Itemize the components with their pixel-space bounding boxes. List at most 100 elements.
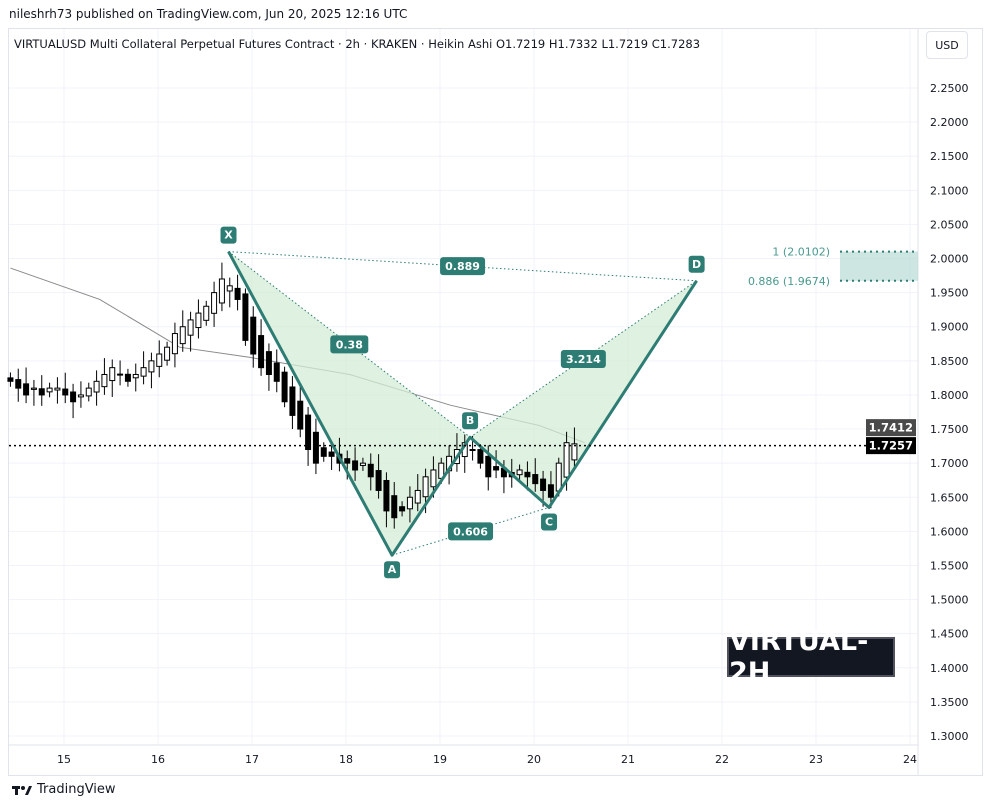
x-tick-label: 19 [433, 753, 447, 766]
y-tick-label: 1.3000 [930, 730, 969, 743]
candle-body [124, 373, 131, 382]
candle-body [516, 469, 523, 476]
y-tick-label: 1.4500 [930, 628, 969, 641]
point-badge-C [541, 513, 558, 531]
candle-body [101, 373, 108, 388]
y-tick-label: 2.0500 [930, 218, 969, 231]
candle-body [250, 316, 257, 355]
candle-body [258, 335, 265, 369]
candle-body [23, 383, 30, 396]
pattern-xabcd-line [227, 250, 698, 557]
tradingview-icon [12, 785, 32, 795]
candle-body [297, 400, 304, 430]
y-tick-label: 1.5000 [930, 594, 969, 607]
y-tick-label: 1.7500 [930, 423, 969, 436]
candle-body [140, 367, 147, 377]
candle-body [422, 476, 429, 498]
candle-body [171, 333, 178, 355]
watermark-label: VIRTUAL-2H [727, 626, 895, 688]
candle-body [289, 386, 296, 416]
publisher-info: nileshrh73 published on TradingView.com,… [9, 7, 408, 21]
point-label: A [388, 563, 397, 576]
candle-body [218, 278, 225, 304]
candle-body [367, 463, 374, 478]
x-tick-label: 24 [903, 753, 917, 766]
pattern-triangle-xab [228, 251, 471, 556]
candle-body [273, 362, 280, 382]
candle-body [226, 285, 233, 292]
x-tick-label: 18 [339, 753, 353, 766]
candle-body [383, 479, 390, 512]
ratio-label: 3.214 [566, 353, 601, 366]
candle-body [234, 287, 241, 300]
candle-body [312, 431, 319, 464]
candle-body [46, 387, 53, 393]
candle-body [547, 484, 554, 498]
x-tick-label: 22 [715, 753, 729, 766]
tradingview-logo[interactable]: TradingView [12, 782, 116, 797]
x-tick-label: 17 [245, 753, 259, 766]
candle-body [70, 391, 77, 403]
candle-body [430, 469, 437, 488]
currency-button[interactable]: USD [926, 31, 968, 59]
y-tick-label: 1.8000 [930, 389, 969, 402]
candle-body [399, 506, 406, 512]
y-tick-label: 1.5500 [930, 559, 969, 572]
ratio-label: 0.38 [336, 338, 363, 351]
candle-body [54, 387, 61, 391]
ratio-label: 0.606 [453, 525, 488, 538]
x-tick-label: 23 [809, 753, 823, 766]
candle-body [305, 414, 312, 451]
y-tick-label: 1.6000 [930, 525, 969, 538]
x-tick-label: 20 [527, 753, 541, 766]
x-tick-label: 15 [57, 753, 71, 766]
ratio-badge [560, 349, 606, 368]
y-tick-label: 2.0000 [930, 253, 969, 266]
point-badge-D [688, 255, 705, 273]
candle-body [469, 449, 476, 452]
prz-zone [840, 251, 918, 281]
logo-text: TradingView [37, 782, 116, 797]
symbol-legend: VIRTUALUSD Multi Collateral Perpetual Fu… [14, 37, 701, 51]
candle-body [485, 455, 492, 478]
candle-body [203, 305, 210, 321]
candle-body [555, 462, 562, 492]
candle-body [359, 462, 366, 466]
candle-body [540, 478, 547, 491]
candle-body [571, 443, 578, 461]
candle-body [156, 353, 163, 367]
candle-body [211, 292, 218, 314]
point-label: D [692, 258, 701, 271]
chart-frame [8, 28, 983, 776]
candle-body [352, 460, 359, 471]
candle-body [524, 471, 531, 478]
candle-body [344, 458, 351, 464]
candle-body [375, 470, 382, 491]
price-tag-label: 1.7257 [869, 439, 913, 453]
point-label: C [545, 515, 553, 528]
y-tick-label: 2.2500 [930, 82, 969, 95]
candle-body [563, 442, 570, 478]
candle-body [187, 319, 194, 336]
y-tick-label: 1.9000 [930, 321, 969, 334]
candle-body [320, 447, 327, 457]
y-tick-label: 2.1500 [930, 150, 969, 163]
candle-body [15, 379, 22, 389]
ratio-line-AC [391, 507, 550, 556]
price-tag [866, 419, 916, 437]
x-tick-label: 21 [621, 753, 635, 766]
y-tick-label: 1.8500 [930, 355, 969, 368]
y-tick-label: 1.4000 [930, 662, 969, 675]
candle-body [391, 495, 398, 519]
candle-body [242, 293, 249, 341]
candle-body [77, 394, 84, 398]
candle-body [477, 449, 484, 464]
candle-body [7, 377, 14, 382]
point-badge-X [220, 226, 237, 244]
candle-body [93, 380, 100, 393]
price-tag [866, 437, 916, 455]
pattern-triangle-bcd [470, 280, 697, 508]
y-tick-label: 1.6500 [930, 491, 969, 504]
candle-body [164, 346, 171, 361]
